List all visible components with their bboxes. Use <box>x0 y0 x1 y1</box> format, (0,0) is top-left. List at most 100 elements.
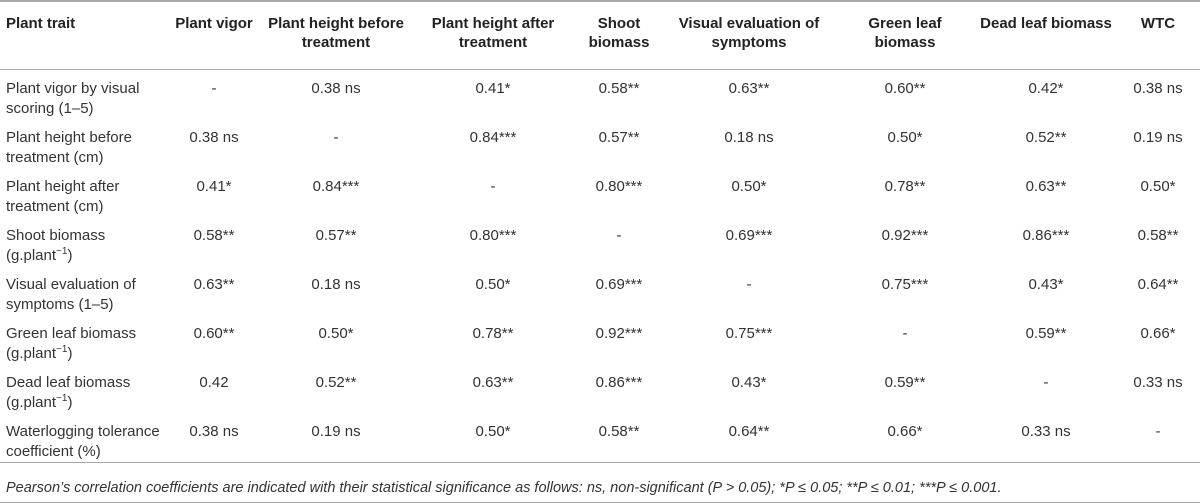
table-cell: 0.59** <box>884 373 926 391</box>
table-cell: 0.86*** <box>595 373 643 391</box>
table-row: Waterlogging tolerance coefficient (%) 0… <box>0 412 1200 463</box>
table-cell: 0.50* <box>1140 177 1176 195</box>
table-cell: 0.80*** <box>595 177 643 195</box>
table-cell: 0.69*** <box>595 275 643 293</box>
header-visual-evaluation: Visual evaluation of symptoms <box>664 0 834 70</box>
table-cell: 0.63** <box>193 275 235 293</box>
table-row: Shoot biomass (g.plant−1) 0.58** 0.57** … <box>0 217 1200 266</box>
header-wtc: WTC <box>1116 0 1200 70</box>
row-trait-cell: Visual evaluation of symptoms (1–5) <box>0 266 168 315</box>
table-cell: 0.18 ns <box>724 128 774 146</box>
table-cell: 0.75*** <box>725 324 773 342</box>
row-trait-label: Visual evaluation of symptoms (1–5) <box>6 275 136 313</box>
table-cell: 0.84*** <box>469 128 517 146</box>
table-cell: - <box>1043 373 1049 391</box>
table-cell: 0.42 <box>199 373 229 391</box>
footnote-row <box>0 472 1200 503</box>
row-trait-cell: Plant height after treatment (cm) <box>0 168 168 217</box>
table-cell: 0.33 ns <box>1133 373 1183 391</box>
table-cell: - <box>490 177 496 195</box>
row-trait-suffix: ) <box>67 393 73 411</box>
correlation-table-container: Plant trait Plant vigor Plant height bef… <box>0 0 1200 463</box>
header-plant-vigor: Plant vigor <box>168 0 260 70</box>
row-trait-label: Dead leaf biomass (g.plant <box>6 373 131 411</box>
table-body: Plant vigor by visual scoring (1–5) - 0.… <box>0 69 1200 463</box>
table-cell: 0.66* <box>1140 324 1176 342</box>
table-cell: 0.19 ns <box>1133 128 1183 146</box>
table-row: Plant height before treatment (cm) 0.38 … <box>0 119 1200 168</box>
row-trait-label: Plant vigor by visual scoring (1–5) <box>6 79 140 117</box>
row-trait-superscript: −1 <box>56 392 68 404</box>
row-trait-cell: Dead leaf biomass (g.plant−1) <box>0 364 168 413</box>
table-cell: 0.50* <box>887 128 923 146</box>
table-cell: 0.60** <box>884 79 926 97</box>
table-cell: 0.63** <box>728 79 770 97</box>
table-cell: 0.78** <box>884 177 926 195</box>
row-trait-cell: Plant height before treatment (cm) <box>0 119 168 168</box>
table-cell: 0.66* <box>834 412 976 463</box>
header-plant-trait: Plant trait <box>0 0 168 70</box>
row-trait-cell: Waterlogging tolerance coefficient (%) <box>0 412 168 463</box>
header-green-leaf-biomass: Green leaf biomass <box>834 0 976 70</box>
table-cell: 0.80*** <box>469 226 517 244</box>
table-cell: - <box>1116 412 1200 463</box>
row-trait-superscript: −1 <box>56 245 68 257</box>
table-cell: - <box>746 275 752 293</box>
table-row: Dead leaf biomass (g.plant−1) 0.42 0.52*… <box>0 364 1200 413</box>
table-cell: 0.43* <box>731 373 767 391</box>
table-cell: 0.38 ns <box>168 412 260 463</box>
table-cell: - <box>333 128 339 146</box>
row-trait-label: Plant height before treatment (cm) <box>6 128 132 166</box>
table-cell: 0.18 ns <box>311 275 361 293</box>
correlation-table: Plant trait Plant vigor Plant height bef… <box>0 0 1200 463</box>
table-cell: 0.57** <box>598 128 640 146</box>
header-plant-height-after: Plant height after treatment <box>412 0 574 70</box>
table-cell: 0.69*** <box>725 226 773 244</box>
row-trait-label: Shoot biomass (g.plant <box>6 226 106 264</box>
table-cell: 0.50* <box>475 275 511 293</box>
table-cell: 0.43* <box>1028 275 1064 293</box>
table-cell: 0.92*** <box>881 226 929 244</box>
table-cell: 0.75*** <box>881 275 929 293</box>
table-cell: 0.86*** <box>1022 226 1070 244</box>
table-cell: - <box>211 79 217 97</box>
row-trait-label: Green leaf biomass (g.plant <box>6 324 137 362</box>
table-cell: 0.50* <box>318 324 354 342</box>
header-dead-leaf-biomass: Dead leaf biomass <box>976 0 1116 70</box>
table-cell: 0.52** <box>315 373 357 391</box>
row-trait-label: Waterlogging tolerance coefficient (%) <box>6 422 160 460</box>
table-cell: 0.57** <box>315 226 357 244</box>
table-cell: - <box>616 226 622 244</box>
table-cell: 0.33 ns <box>976 412 1116 463</box>
header-plant-height-before: Plant height before treatment <box>260 0 412 70</box>
table-row: Plant vigor by visual scoring (1–5) - 0.… <box>0 69 1200 119</box>
table-cell: 0.84*** <box>312 177 360 195</box>
table-cell: 0.38 ns <box>311 79 361 97</box>
table-cell: 0.52** <box>1025 128 1067 146</box>
table-cell: 0.38 ns <box>189 128 239 146</box>
table-cell: 0.58** <box>193 226 235 244</box>
table-cell: 0.58** <box>1137 226 1179 244</box>
row-trait-suffix: ) <box>67 344 73 362</box>
table-cell: 0.60** <box>193 324 235 342</box>
table-cell: 0.63** <box>1025 177 1067 195</box>
table-row: Visual evaluation of symptoms (1–5) 0.63… <box>0 266 1200 315</box>
table-row: Green leaf biomass (g.plant−1) 0.60** 0.… <box>0 315 1200 364</box>
table-cell: 0.64** <box>1137 275 1179 293</box>
table-cell: 0.92*** <box>595 324 643 342</box>
table-cell: 0.19 ns <box>260 412 412 463</box>
table-footnote: Pearson’s correlation coefficients are i… <box>6 480 1002 496</box>
table-row: Plant height after treatment (cm) 0.41* … <box>0 168 1200 217</box>
table-cell: 0.58** <box>598 79 640 97</box>
table-header-row: Plant trait Plant vigor Plant height bef… <box>0 0 1200 70</box>
header-shoot-biomass: Shoot biomass <box>574 0 664 70</box>
table-cell: 0.42* <box>1028 79 1064 97</box>
table-cell: 0.50* <box>412 412 574 463</box>
table-cell: 0.50* <box>731 177 767 195</box>
table-cell: 0.59** <box>1025 324 1067 342</box>
table-cell: 0.58** <box>574 412 664 463</box>
row-trait-superscript: −1 <box>56 343 68 355</box>
table-cell: 0.78** <box>472 324 514 342</box>
row-trait-cell: Green leaf biomass (g.plant−1) <box>0 315 168 364</box>
table-cell: 0.64** <box>664 412 834 463</box>
